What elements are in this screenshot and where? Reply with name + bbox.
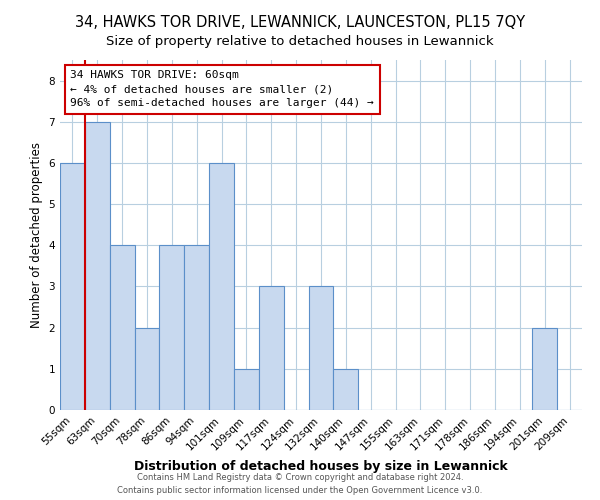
Bar — [60, 163, 85, 410]
Bar — [308, 286, 334, 410]
Bar — [334, 369, 358, 410]
Bar — [259, 286, 284, 410]
X-axis label: Distribution of detached houses by size in Lewannick: Distribution of detached houses by size … — [134, 460, 508, 473]
Bar — [134, 328, 160, 410]
Text: 34, HAWKS TOR DRIVE, LEWANNICK, LAUNCESTON, PL15 7QY: 34, HAWKS TOR DRIVE, LEWANNICK, LAUNCEST… — [75, 15, 525, 30]
Bar — [234, 369, 259, 410]
Text: 34 HAWKS TOR DRIVE: 60sqm
← 4% of detached houses are smaller (2)
96% of semi-de: 34 HAWKS TOR DRIVE: 60sqm ← 4% of detach… — [70, 70, 374, 108]
Bar — [110, 246, 134, 410]
Y-axis label: Number of detached properties: Number of detached properties — [30, 142, 43, 328]
Text: Contains HM Land Registry data © Crown copyright and database right 2024.
Contai: Contains HM Land Registry data © Crown c… — [118, 474, 482, 495]
Bar — [532, 328, 557, 410]
Bar — [184, 246, 209, 410]
Text: Size of property relative to detached houses in Lewannick: Size of property relative to detached ho… — [106, 35, 494, 48]
Bar — [85, 122, 110, 410]
Bar — [160, 246, 184, 410]
Bar — [209, 163, 234, 410]
